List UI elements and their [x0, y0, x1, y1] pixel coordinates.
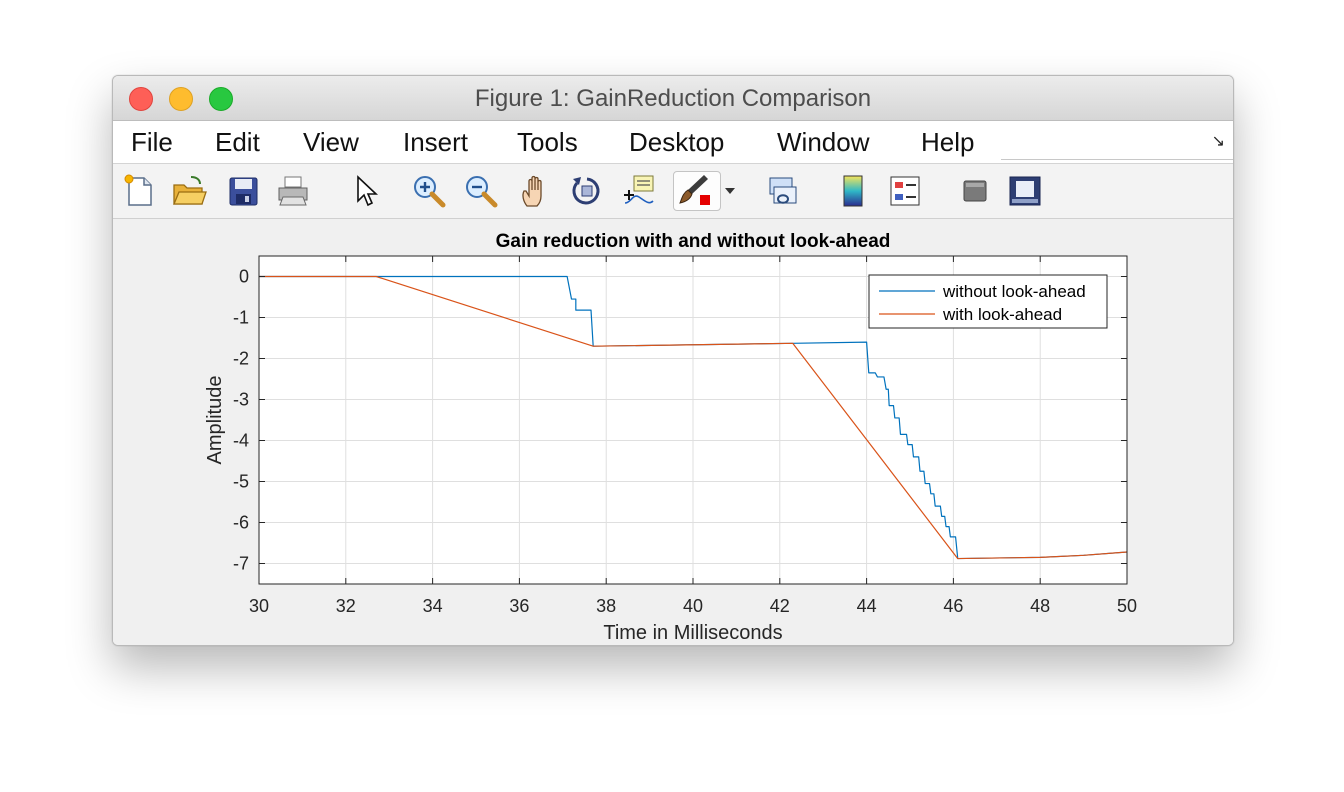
save-icon[interactable]: [225, 173, 261, 209]
y-tick-label: -3: [233, 390, 249, 410]
menu-edit[interactable]: Edit: [215, 127, 260, 157]
pointer-icon[interactable]: [349, 173, 385, 209]
zoom-out-icon[interactable]: [463, 173, 499, 209]
x-tick-label: 44: [857, 596, 877, 616]
y-tick-label: 0: [239, 267, 249, 287]
x-tick-label: 48: [1030, 596, 1050, 616]
hide-plot-tools-icon[interactable]: [957, 173, 993, 209]
legend[interactable]: without look-ahead with look-ahead: [868, 274, 1108, 329]
close-window-button[interactable]: [129, 87, 153, 111]
brush-dropdown-icon[interactable]: [723, 180, 737, 200]
y-tick-label: -5: [233, 472, 249, 492]
y-axis-label: Amplitude: [204, 376, 226, 465]
y-tick-label: -7: [233, 554, 249, 574]
x-tick-label: 46: [943, 596, 963, 616]
maximize-window-button[interactable]: [209, 87, 233, 111]
colorbar-icon[interactable]: [835, 173, 871, 209]
y-tick-label: -1: [233, 308, 249, 328]
x-tick-label: 36: [509, 596, 529, 616]
menu-desktop[interactable]: Desktop: [629, 127, 725, 157]
legend-label-without: without look-ahead: [942, 282, 1086, 301]
minimize-window-button[interactable]: [169, 87, 193, 111]
plot-svg: 30 32 34 36 38 40 42 44 46 48 50 0 -1 -2 -3 -4 -5 -6 -7 Ga…: [113, 219, 1233, 645]
menu-insert[interactable]: Insert: [403, 127, 469, 157]
menu-file[interactable]: File: [131, 127, 173, 157]
x-tick-label: 50: [1117, 596, 1137, 616]
menu-bar: File Edit View Insert Tools Desktop Wind…: [113, 121, 1233, 164]
x-tick-label: 34: [423, 596, 443, 616]
chart-title: Gain reduction with and without look-ahe…: [496, 231, 891, 252]
y-tick-label: -2: [233, 349, 249, 369]
menu-tools[interactable]: Tools: [517, 127, 578, 157]
figure-window: Figure 1: GainReduction Comparison File …: [112, 75, 1234, 646]
show-plot-tools-icon[interactable]: [1007, 173, 1043, 209]
legend-label-with: with look-ahead: [942, 305, 1062, 324]
x-tick-label: 42: [770, 596, 790, 616]
x-tick-label: 40: [683, 596, 703, 616]
menu-window[interactable]: Window: [777, 127, 870, 157]
pan-hand-icon[interactable]: [517, 173, 553, 209]
y-tick-label: -6: [233, 513, 249, 533]
menu-separator: [1001, 159, 1233, 160]
y-tick-label: -4: [233, 431, 249, 451]
toolbar: [113, 164, 1233, 219]
window-title: Figure 1: GainReduction Comparison: [474, 85, 872, 112]
title-bar[interactable]: Figure 1: GainReduction Comparison: [113, 76, 1233, 121]
brush-icon[interactable]: [673, 171, 721, 211]
plot-lines: [259, 275, 1128, 560]
data-cursor-icon[interactable]: [621, 173, 657, 209]
tick-labels: 30 32 34 36 38 40 42 44 46 48 50 0 -1 -2 -3 -4 -5 -6 -7: [233, 256, 1137, 616]
zoom-in-icon[interactable]: [411, 173, 447, 209]
series-line-with-look-ahead[interactable]: [259, 275, 1128, 560]
link-plot-icon[interactable]: [765, 173, 801, 209]
x-tick-label: 30: [249, 596, 269, 616]
menu-help[interactable]: Help: [921, 127, 975, 157]
legend-box: [868, 274, 1108, 329]
print-icon[interactable]: [275, 173, 311, 209]
x-tick-label: 32: [336, 596, 356, 616]
x-tick-label: 38: [596, 596, 616, 616]
figure-canvas: 30 32 34 36 38 40 42 44 46 48 50 0 -1 -2 -3 -4 -5 -6 -7 Ga…: [113, 219, 1233, 645]
grid-lines: [258, 256, 1128, 584]
x-axis-label: Time in Milliseconds: [603, 622, 782, 644]
menu-view[interactable]: View: [303, 127, 359, 157]
open-file-icon[interactable]: [171, 173, 207, 209]
dock-figure-icon[interactable]: ↘: [1211, 133, 1225, 150]
legend-icon[interactable]: [887, 173, 923, 209]
new-figure-icon[interactable]: [121, 173, 157, 209]
rotate-3d-icon[interactable]: [569, 173, 605, 209]
